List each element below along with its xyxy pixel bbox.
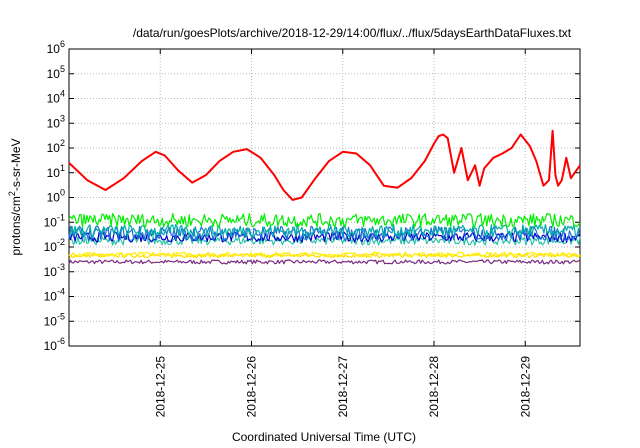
- x-tick-label: 2018-12-28: [427, 356, 441, 418]
- y-tick-label: 104: [47, 89, 65, 106]
- series-line: [68, 259, 581, 265]
- y-tick-label: 10-1: [44, 212, 65, 229]
- y-tick-label: 10-4: [44, 287, 65, 304]
- y-tick-label: 10-3: [44, 262, 65, 279]
- series-line: [68, 212, 581, 228]
- series-line: [68, 224, 581, 238]
- x-tick-label: 2018-12-27: [336, 356, 350, 418]
- y-tick-label: 102: [47, 138, 65, 155]
- y-axis-label: protons/cm2-s-sr-MeV: [7, 138, 23, 255]
- y-axis-ticks: 10-6 10-5 10-4 10-3 10-2 10-1 100 101 102 103 104 1…: [44, 39, 580, 353]
- chart-title: /data/run/goesPlots/archive/2018-12-29/1…: [133, 26, 572, 40]
- y-tick-label: 10-5: [44, 311, 65, 328]
- series-line: [68, 129, 581, 201]
- series-line: [68, 251, 581, 258]
- x-tick-label: 2018-12-26: [245, 356, 259, 418]
- x-axis-label: Coordinated Universal Time (UTC): [232, 430, 416, 444]
- grid: [69, 49, 580, 346]
- y-tick-label: 100: [47, 188, 65, 205]
- x-tick-label: 2018-12-29: [518, 356, 532, 418]
- x-tick-label: 2018-12-25: [153, 356, 167, 418]
- series-line: [68, 231, 581, 243]
- y-tick-label: 10-2: [44, 237, 65, 254]
- series-group: [68, 129, 581, 265]
- y-tick-label: 105: [47, 64, 65, 81]
- y-tick-label: 106: [47, 39, 65, 56]
- y-tick-label: 103: [47, 113, 65, 130]
- x-axis-ticks: 2018-12-25 2018-12-26 2018-12-27 2018-12-28…: [153, 49, 532, 417]
- series-line: [68, 235, 581, 246]
- y-tick-label: 10-6: [44, 336, 65, 353]
- y-tick-label: 101: [47, 163, 65, 180]
